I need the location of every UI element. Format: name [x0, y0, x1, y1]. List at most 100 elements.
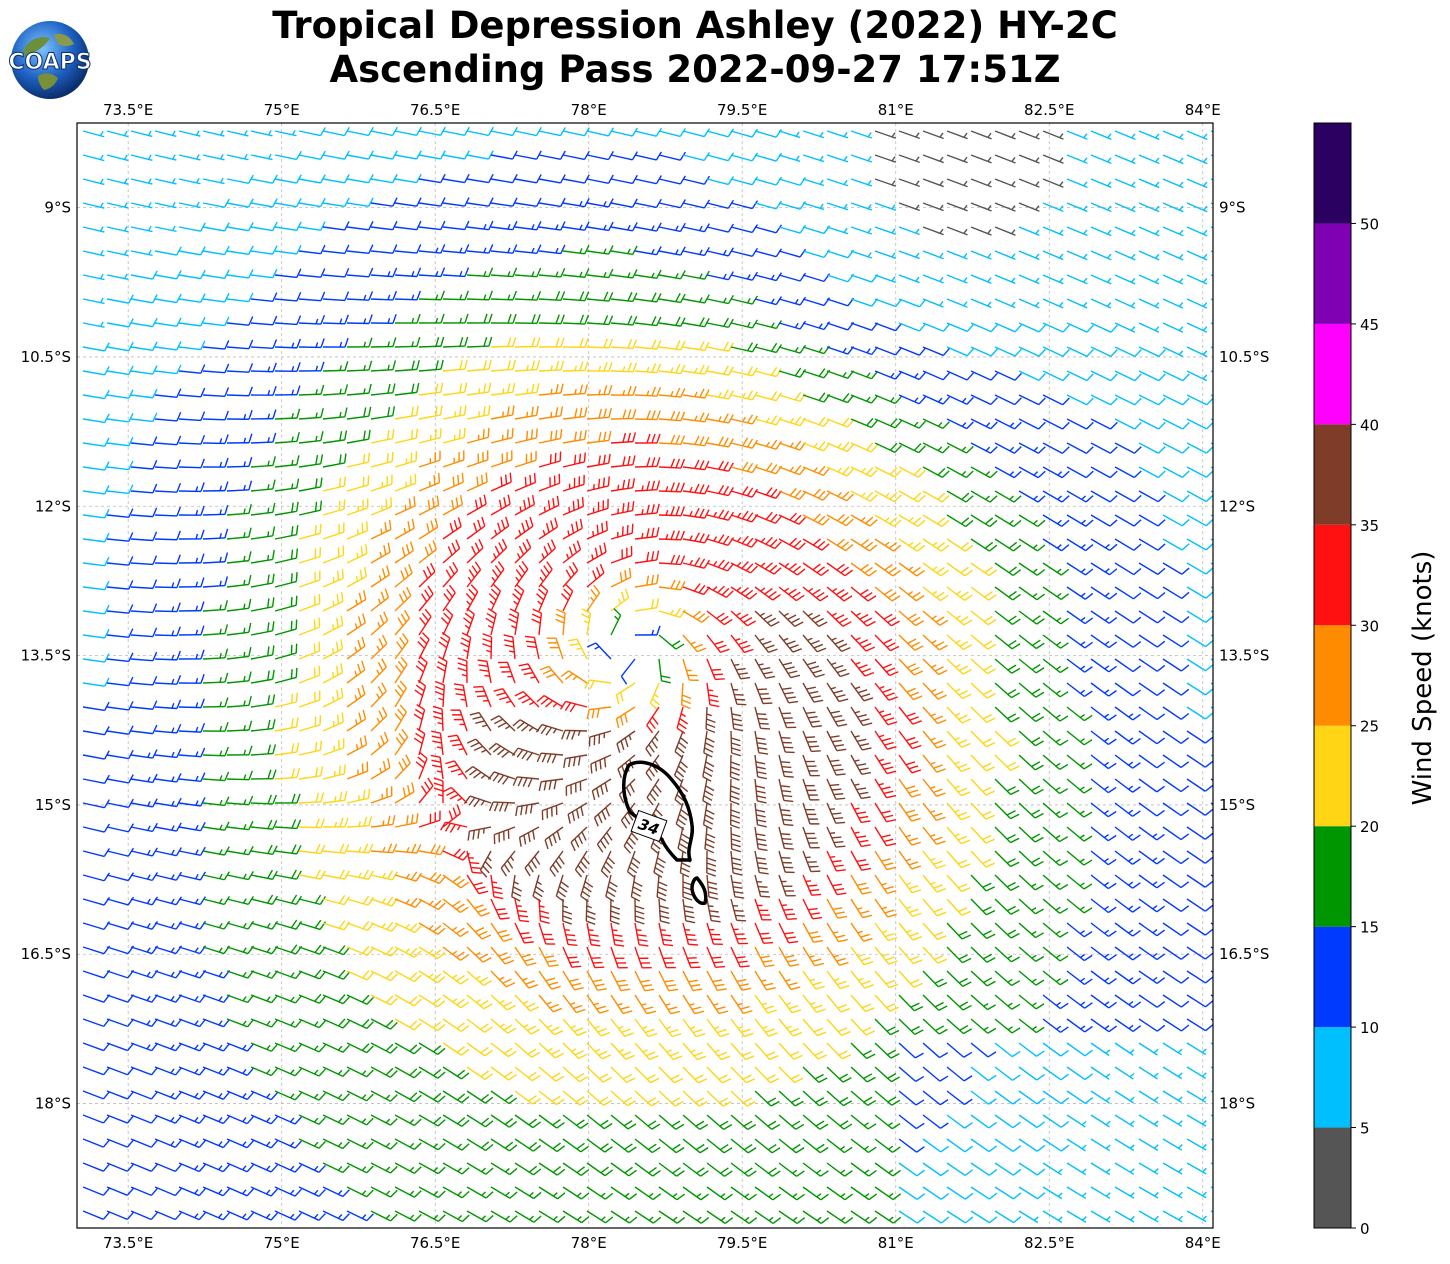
wind-barb-feather: [1083, 253, 1088, 259]
wind-barb-feather: [243, 749, 247, 756]
wind-barb: [994, 418, 1015, 430]
wind-barb-feather: [488, 742, 497, 751]
wind-barb-feather: [414, 689, 423, 697]
wind-barb-feather: [437, 902, 446, 910]
wind-barb-feather: [572, 500, 575, 511]
wind-barb-feather: [469, 711, 480, 716]
wind-barb-feather: [522, 542, 528, 552]
wind-barb-feather: [983, 689, 993, 696]
wind-barb: [658, 250, 681, 256]
wind-barb: [475, 738, 492, 756]
wind-barb-feather: [477, 829, 480, 839]
wind-barb: [490, 178, 513, 184]
wind-barb-feather: [711, 668, 722, 671]
wind-barb-feather: [428, 543, 434, 553]
wind-barb-feather: [358, 872, 362, 878]
wind-barb-feather: [857, 689, 868, 694]
wind-barb: [418, 662, 428, 684]
wind-barb-feather: [670, 482, 675, 492]
wind-barb: [453, 760, 468, 780]
wind-barb-feather: [224, 481, 229, 491]
wind-barb-feather: [869, 544, 878, 552]
wind-barb-feather: [392, 383, 396, 393]
wind-barb: [106, 682, 129, 687]
wind-barb-feather: [818, 323, 823, 329]
wind-barb-feather: [272, 409, 277, 419]
wind-barb: [226, 274, 249, 279]
wind-barb-feather: [224, 624, 229, 634]
wind-barb-feather: [338, 765, 342, 776]
wind-barb-feather: [320, 291, 326, 301]
wind-barb-feather: [475, 720, 485, 724]
wind-barb-feather: [770, 488, 778, 498]
wind-barb-feather: [812, 669, 823, 674]
wind-barb-feather: [483, 270, 487, 277]
wind-barb-feather: [758, 751, 769, 755]
wind-barb-feather: [569, 643, 580, 646]
wind-barb: [802, 418, 824, 428]
wind-barb-feather: [798, 516, 806, 525]
wind-barb-feather: [1108, 617, 1118, 624]
wind-barb-feather: [320, 315, 326, 325]
wind-barb-feather: [439, 405, 443, 416]
wind-barb: [1066, 346, 1088, 357]
wind-barb-feather: [769, 564, 778, 573]
wind-barb-feather: [570, 841, 576, 852]
wind-barb-feather: [626, 502, 630, 512]
wind-barb-feather: [660, 675, 671, 679]
wind-barb: [322, 298, 345, 302]
wind-barb-feather: [1128, 737, 1134, 742]
wind-barb-feather: [485, 472, 488, 483]
wind-barb-feather: [340, 639, 344, 649]
wind-barb-feather: [272, 502, 276, 513]
wind-barb-feather: [1229, 833, 1236, 839]
wind-barb-feather: [936, 591, 945, 599]
wind-barb: [1138, 394, 1160, 406]
wind-barb-feather: [861, 820, 871, 824]
wind-barb-feather: [291, 389, 295, 395]
wind-barb-feather: [1011, 156, 1016, 162]
wind-barb-feather: [1202, 253, 1208, 259]
wind-barb-feather: [1107, 229, 1112, 235]
wind-barb-feather: [860, 718, 870, 722]
wind-barb-feather: [894, 469, 902, 478]
wind-barb-feather: [271, 174, 278, 184]
wind-barb-feather: [861, 668, 871, 673]
wind-barb-feather: [723, 618, 733, 626]
wind-barb-feather: [546, 561, 553, 570]
wind-barb-feather: [493, 688, 503, 692]
wind-barb-feather: [1154, 229, 1160, 235]
wind-barb-feather: [682, 891, 693, 896]
wind-barb: [1066, 730, 1085, 746]
wind-barb-feather: [1007, 664, 1017, 671]
wind-barb: [178, 370, 201, 374]
wind-barb: [1114, 610, 1134, 624]
wind-barb-feather: [966, 348, 975, 357]
wind-barb-feather: [463, 795, 471, 805]
wind-barb: [346, 438, 369, 444]
wind-barb: [298, 178, 321, 184]
wind-barb-feather: [656, 316, 662, 326]
wind-barb-feather: [987, 253, 992, 259]
wind-barb: [682, 634, 698, 653]
wind-barb-feather: [1011, 301, 1016, 307]
wind-barb: [543, 694, 564, 708]
wind-barb: [1018, 802, 1036, 819]
wind-barb-feather: [267, 769, 272, 779]
wind-barb-feather: [272, 694, 276, 704]
wind-barb-feather: [866, 417, 874, 426]
wind-barb-feather: [195, 581, 199, 587]
wind-barb: [394, 711, 407, 732]
wind-barb: [802, 874, 813, 896]
wind-barb-feather: [452, 875, 461, 883]
wind-barb-feather: [1061, 519, 1070, 527]
wind-barb-feather: [961, 492, 970, 501]
wind-barb-feather: [460, 881, 469, 889]
wind-barb-feather: [485, 617, 495, 624]
wind-barb: [922, 322, 944, 332]
wind-barb-feather: [736, 537, 742, 543]
wind-barb-feather: [195, 177, 200, 184]
wind-barb-feather: [1203, 157, 1208, 163]
wind-barb: [1210, 706, 1213, 710]
wind-barb-feather: [531, 360, 536, 371]
